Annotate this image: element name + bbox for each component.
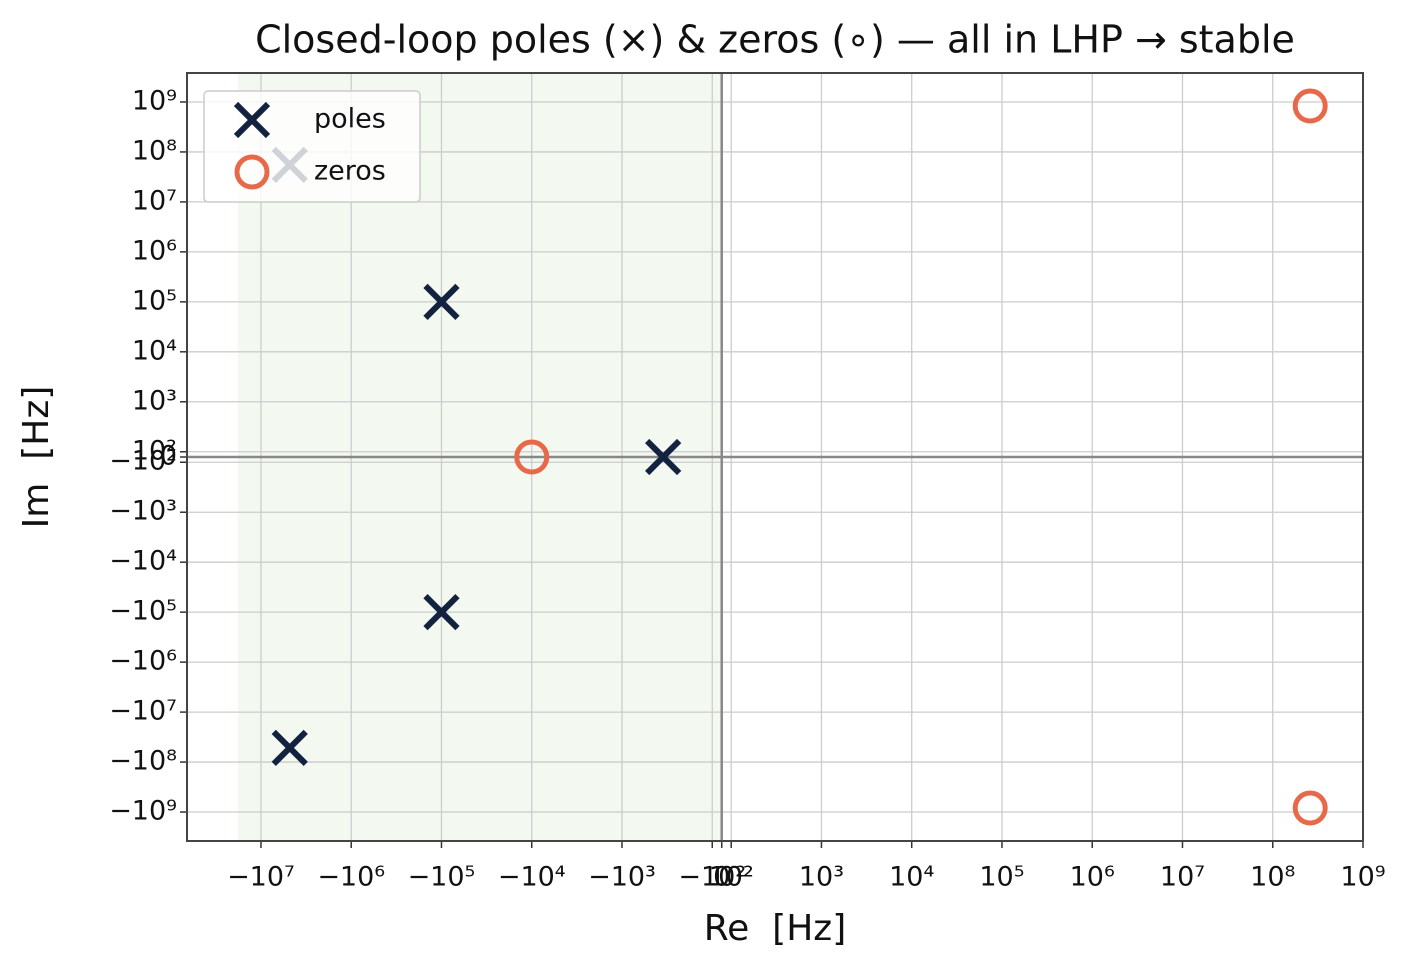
y-tick-label: −10⁷ [109,696,177,727]
y-tick-label: 10⁸ [132,135,177,166]
y-tick-label: −10⁸ [109,746,177,777]
x-tick-label: −10² [678,862,746,893]
y-axis-label: Im [Hz] [16,386,57,529]
x-tick-label: 10⁵ [979,862,1024,893]
zero-marker [1292,88,1328,124]
y-tick-label: 0 [160,441,177,472]
y-tick-label: 10³ [132,385,177,416]
x-tick-label: −10⁵ [408,862,476,893]
y-tick-label: −10⁵ [109,596,177,627]
x-axis-label: Re [Hz] [704,908,847,949]
y-tick-label: 10⁴ [132,335,177,366]
zero-marker [234,154,270,190]
x-tick-label: 10³ [799,862,844,893]
y-tick-label: 10² [132,435,177,466]
y-tick-label: −10² [109,446,177,477]
y-tick-label: −10³ [109,496,177,527]
x-tick-label: 10⁷ [1160,862,1205,893]
pole-marker [423,283,460,320]
x-tick-label: −10⁷ [227,862,295,893]
pole-marker [271,729,308,766]
pole-marker [423,594,460,631]
legend-label: poles [314,104,386,135]
y-tick-label: −10⁹ [109,796,177,827]
x-tick-label: 0 [713,862,730,893]
legend-box [203,90,421,203]
zero-marker [514,439,550,475]
chart-title: Closed-loop poles (×) & zeros (∘) — all … [255,18,1295,62]
y-tick-label: 10⁹ [132,85,177,116]
pole-marker [233,101,271,139]
y-tick-label: −10⁶ [109,646,177,677]
x-tick-label: 10⁴ [889,862,934,893]
plot-frame [186,72,1364,842]
legend-label: zeros [314,156,386,187]
y-tick-label: 10⁷ [132,185,177,216]
x-tick-label: 10⁸ [1250,862,1295,893]
zero-marker [1292,790,1328,826]
pole-marker [645,438,682,476]
y-tick-label: 10⁶ [132,235,177,266]
x-tick-label: 10⁹ [1340,862,1385,893]
x-tick-label: −10⁶ [317,862,385,893]
y-tick-label: −10⁴ [109,546,177,577]
x-tick-label: −10³ [588,862,656,893]
x-tick-label: 10⁶ [1070,862,1115,893]
y-tick-label: 10⁵ [132,285,177,316]
x-tick-label: −10⁴ [498,862,566,893]
x-tick-label: 10² [709,862,754,893]
